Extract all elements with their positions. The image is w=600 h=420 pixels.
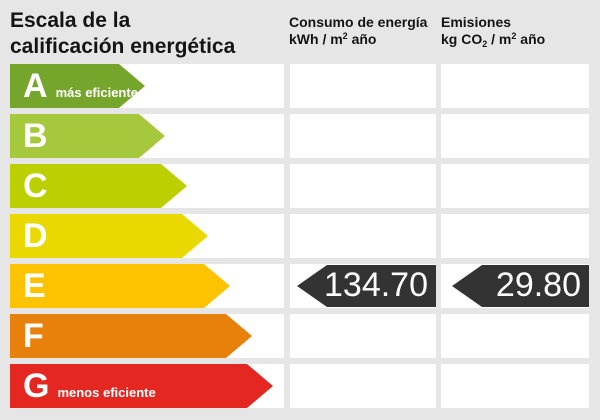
grid-cell: 29.80 [441,264,589,308]
scale-row-b: B [0,114,600,158]
grid-cell [441,114,589,158]
grid-cell [441,314,589,358]
rating-letter: A [23,67,48,105]
scale-row-c: C [0,164,600,208]
grid-cell [290,164,436,208]
grid-cell [290,114,436,158]
grid-cell [441,214,589,258]
consumo-value-badge: 134.70 [297,265,436,307]
column-header-emisiones: Emisiones kg CO2 / m2 año [441,14,545,50]
rating-bar-b: B [10,114,165,158]
grid-cell [290,364,436,408]
grid-cell [441,364,589,408]
grid-cell [441,64,589,108]
rating-letter: C [23,167,48,205]
rating-letter: E [23,267,46,305]
rating-bar-d: D [10,214,208,258]
rating-letter: G [23,367,50,405]
emisiones-header-line2: kg CO2 / m2 año [441,31,546,49]
emisiones-header-line1: Emisiones [441,14,512,30]
grid-cell [290,64,436,108]
grid-cell [441,164,589,208]
rating-letter: B [23,117,48,155]
column-header-consumo: Consumo de energía kWh / m2 año [289,14,427,50]
grid-cell: 134.70 [290,264,436,308]
rating-letter: D [23,217,48,255]
consumo-header-line2: kWh / m2 año [289,31,377,47]
emisiones-value-badge: 29.80 [452,265,589,307]
superscript-2: 2 [342,31,348,41]
page-title: Escala de la calificación energética [10,8,235,60]
superscript-2: 2 [511,31,517,41]
grid-cell [290,214,436,258]
scale-row-d: D [0,214,600,258]
subscript-2: 2 [482,39,488,49]
rating-bar-c: C [10,164,187,208]
page-title-line2: calificación energética [10,35,236,58]
scale-row-f: F [0,314,600,358]
rating-bar-f: F [10,314,252,358]
consumo-header-line1: Consumo de energía [289,14,428,30]
efficiency-note: menos eficiente [57,385,156,400]
rating-bar-e: E [10,264,230,308]
page-title-line1: Escala de la [10,9,131,32]
efficiency-note: más eficiente [55,85,138,100]
rating-letter: F [23,317,44,355]
scale-row-e: 134.70 29.80 E [0,264,600,308]
grid-cell [290,314,436,358]
